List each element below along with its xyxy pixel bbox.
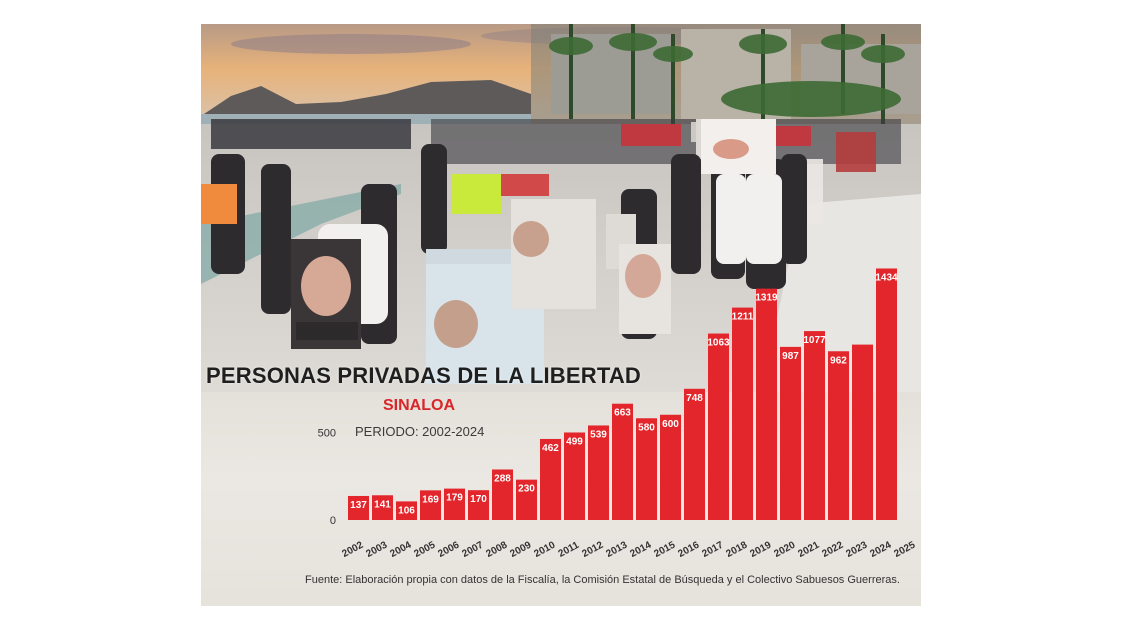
y-axis: 0 500 [318,427,336,527]
chart-period: PERIODO: 2002-2024 [355,424,485,439]
y-tick-label: 0 [330,515,336,527]
value-label-2007: 170 [470,494,487,505]
bar-2022 [828,351,849,520]
value-label-2018: 1211 [732,312,754,323]
bar-2020 [780,346,801,520]
value-label-2012: 539 [590,429,607,440]
y-tick-label: 500 [318,427,336,439]
x-tick-label-2018: 2018 [724,540,749,560]
value-label-2011: 499 [566,436,583,447]
x-tick-label-2009: 2009 [508,540,533,560]
bar-2002 [348,495,369,520]
x-tick-label-2025: 2025 [892,540,917,560]
bar-2015 [660,414,681,520]
bar-2010 [540,438,561,520]
x-tick-label-2015: 2015 [652,540,677,560]
bar-2008 [492,469,513,520]
x-tick-label-2024: 2024 [868,540,893,560]
value-label-2002: 137 [350,500,367,511]
bar-2006 [444,488,465,520]
bar-2005 [420,490,441,520]
figure: 0 500 137 141 106 169 179 170 288 230 462 499 539 66… [201,24,921,606]
x-tick-label-2014: 2014 [628,540,653,560]
bar-2012 [588,425,609,520]
x-tick-label-2023: 2023 [844,540,869,560]
bar-2021 [804,331,825,520]
value-label-2014: 580 [638,422,655,433]
bar-2009 [516,479,537,520]
value-label-2024: 1434 [875,272,898,283]
value-label-2022: 962 [830,355,847,366]
value-label-2020: 987 [782,351,799,362]
x-tick-label-2007: 2007 [460,540,485,560]
source-note: Fuente: Elaboración propia con datos de … [305,574,900,586]
value-label-2019: 1319 [755,293,778,304]
bars [348,268,897,520]
bar-2018 [732,307,753,520]
x-tick-label-2002: 2002 [340,540,365,560]
x-axis-labels: 2002 2003 2004 2005 2006 2007 2008 2009 2010 2011… [340,540,917,560]
value-label-2005: 169 [422,494,439,505]
value-label-2015: 600 [662,419,679,430]
chart-subtitle: SINALOA [383,397,455,414]
x-tick-label-2010: 2010 [532,540,557,560]
x-tick-label-2019: 2019 [748,540,773,560]
x-tick-label-2022: 2022 [820,540,845,560]
value-label-2016: 748 [686,393,703,404]
x-tick-label-2004: 2004 [388,540,413,560]
bar-2017 [708,333,729,520]
value-label-2003: 141 [374,499,391,510]
x-tick-label-2006: 2006 [436,540,461,560]
bar-2004 [396,501,417,520]
value-label-2006: 179 [446,493,463,504]
value-label-2008: 288 [494,473,511,484]
x-tick-label-2017: 2017 [700,540,725,560]
x-tick-label-2021: 2021 [796,540,821,560]
chart-title: PERSONAS PRIVADAS DE LA LIBERTAD [206,363,642,388]
x-tick-label-2016: 2016 [676,540,701,560]
bar-2014 [636,418,657,520]
bar-2024 [876,268,897,520]
value-label-2009: 230 [518,484,535,495]
bar-2007 [468,490,489,520]
value-label-2021: 1077 [803,335,826,346]
value-label-2004: 106 [398,505,415,516]
x-tick-label-2012: 2012 [580,540,605,560]
value-label-2010: 462 [542,443,559,454]
bar-2016 [684,388,705,520]
bar-2003 [372,495,393,520]
bar-chart: 0 500 137 141 106 169 179 170 288 230 462 499 539 66… [318,268,918,560]
bar-2023 [852,344,873,520]
value-label-2017: 1063 [707,338,730,349]
x-tick-label-2011: 2011 [557,540,582,560]
x-tick-label-2020: 2020 [772,540,797,560]
x-tick-label-2003: 2003 [364,540,389,560]
x-tick-label-2005: 2005 [412,540,437,560]
x-tick-label-2008: 2008 [484,540,509,560]
value-labels: 137 141 106 169 179 170 288 230 462 499 539 663 580 6… [350,272,898,516]
bar-2013 [612,403,633,520]
bar-2011 [564,432,585,520]
x-tick-label-2013: 2013 [604,540,629,560]
bar-2019 [756,288,777,520]
value-label-2013: 663 [614,408,631,419]
